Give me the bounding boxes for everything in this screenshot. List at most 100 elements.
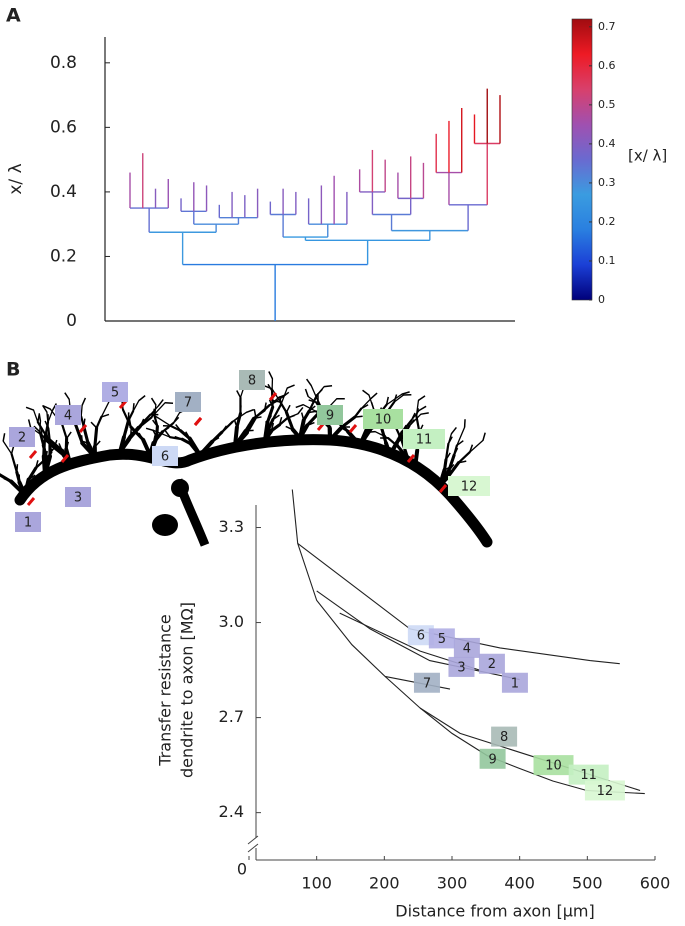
dendrite: [122, 418, 131, 439]
red-tip: [406, 454, 416, 463]
dendrite: [396, 444, 407, 457]
annotation-text: 3: [457, 660, 465, 675]
label-text: 8: [248, 374, 256, 389]
colorbar-tick-label: 0.4: [598, 137, 616, 150]
dendrite: [447, 433, 453, 445]
label-text: 5: [111, 386, 119, 401]
label-text: 1: [24, 516, 32, 531]
dendrite: [64, 392, 70, 400]
red-tip: [60, 454, 70, 463]
colorbar-label: [x/ λ]: [628, 147, 667, 165]
red-tip: [28, 450, 38, 459]
dendrite: [210, 430, 224, 444]
red-tip: [118, 400, 128, 409]
dendrite: [138, 395, 146, 402]
label-text: 6: [161, 450, 169, 465]
label-text: 7: [184, 396, 192, 411]
dendrite: [284, 410, 295, 432]
dendrite: [42, 405, 51, 410]
dendrite: [346, 429, 362, 447]
neuron-drawing: [0, 371, 493, 548]
dendrite: [263, 420, 270, 442]
dendrite: [360, 397, 372, 410]
label-box: [403, 429, 445, 449]
dendrite: [51, 403, 58, 411]
dendrite: [443, 458, 448, 472]
dendrite: [456, 426, 466, 447]
line: [316, 590, 520, 681]
dendrite: [47, 409, 54, 423]
dendrite: [10, 445, 15, 454]
dendrite: [179, 429, 192, 441]
colorbar-tick-label: 0.6: [598, 59, 616, 72]
dendrite: [368, 394, 375, 411]
annotation-box: [491, 726, 518, 747]
dendrite: [271, 403, 283, 421]
label-box: [239, 370, 265, 390]
dendrite: [469, 439, 484, 453]
dendrite: [233, 425, 239, 448]
dendrite: [164, 430, 171, 438]
axis-break: [247, 835, 259, 853]
label-box: [152, 446, 178, 466]
y-axis-label: x/ λ: [6, 163, 26, 194]
dendrite: [23, 477, 31, 497]
dendrite: [444, 442, 450, 461]
annotation-text: 7: [423, 676, 431, 691]
annotation-box: [407, 625, 434, 646]
x-tick-label: 100: [301, 874, 332, 893]
label-box: [9, 427, 35, 447]
annotation-box: [478, 653, 505, 674]
y-tick-label: 3.3: [219, 517, 244, 536]
dendrite: [324, 384, 333, 388]
panel-label: B: [6, 359, 20, 381]
label-text: 9: [326, 409, 334, 424]
dendrite: [2, 433, 6, 442]
dendrite: [268, 371, 274, 379]
label-box: [363, 409, 403, 429]
dendrite: [387, 437, 400, 448]
dendrite: [93, 426, 99, 449]
dendrite: [148, 441, 156, 457]
dendrite: [253, 409, 257, 418]
dendrite: [457, 451, 471, 464]
annotation-text: 5: [438, 632, 446, 647]
dendrite: [272, 399, 281, 403]
dendrite: [374, 431, 389, 439]
red-tip: [268, 392, 278, 401]
dendrite: [157, 417, 172, 427]
dendrite: [40, 434, 52, 446]
dendrite: [456, 440, 464, 447]
annotation-text: 1: [511, 676, 519, 691]
x-tick-label: 0: [237, 860, 247, 879]
dendrite: [418, 405, 427, 412]
dendrite: [415, 399, 420, 417]
label-box: [175, 392, 201, 412]
dendrite: [80, 441, 97, 459]
dendrite: [370, 392, 378, 399]
label-text: 2: [18, 431, 26, 446]
dendrite: [269, 423, 281, 433]
dendrite: [95, 415, 103, 429]
dendrite: [385, 396, 390, 405]
x-tick-label: 400: [504, 874, 535, 893]
annotation-text: 12: [597, 784, 614, 799]
y-tick-label: 0.2: [50, 246, 77, 266]
label-box: [317, 405, 343, 425]
colorbar-tick-label: 0.3: [598, 176, 616, 189]
dendrite: [254, 404, 271, 419]
dendrite: [37, 414, 41, 423]
dendrite: [395, 427, 404, 443]
dendrite: [353, 407, 363, 419]
label-box: [102, 382, 128, 402]
dendrite: [61, 423, 68, 440]
dendrite: [172, 412, 181, 424]
x-tick-label: 200: [369, 874, 400, 893]
annotation-box: [501, 672, 528, 693]
colorbar-tick-label: 0.7: [598, 20, 616, 33]
dendrite: [245, 415, 258, 435]
dendrite: [168, 436, 184, 441]
annotation-text: 9: [488, 752, 496, 767]
colorbar-tick-label: 0.1: [598, 254, 616, 267]
